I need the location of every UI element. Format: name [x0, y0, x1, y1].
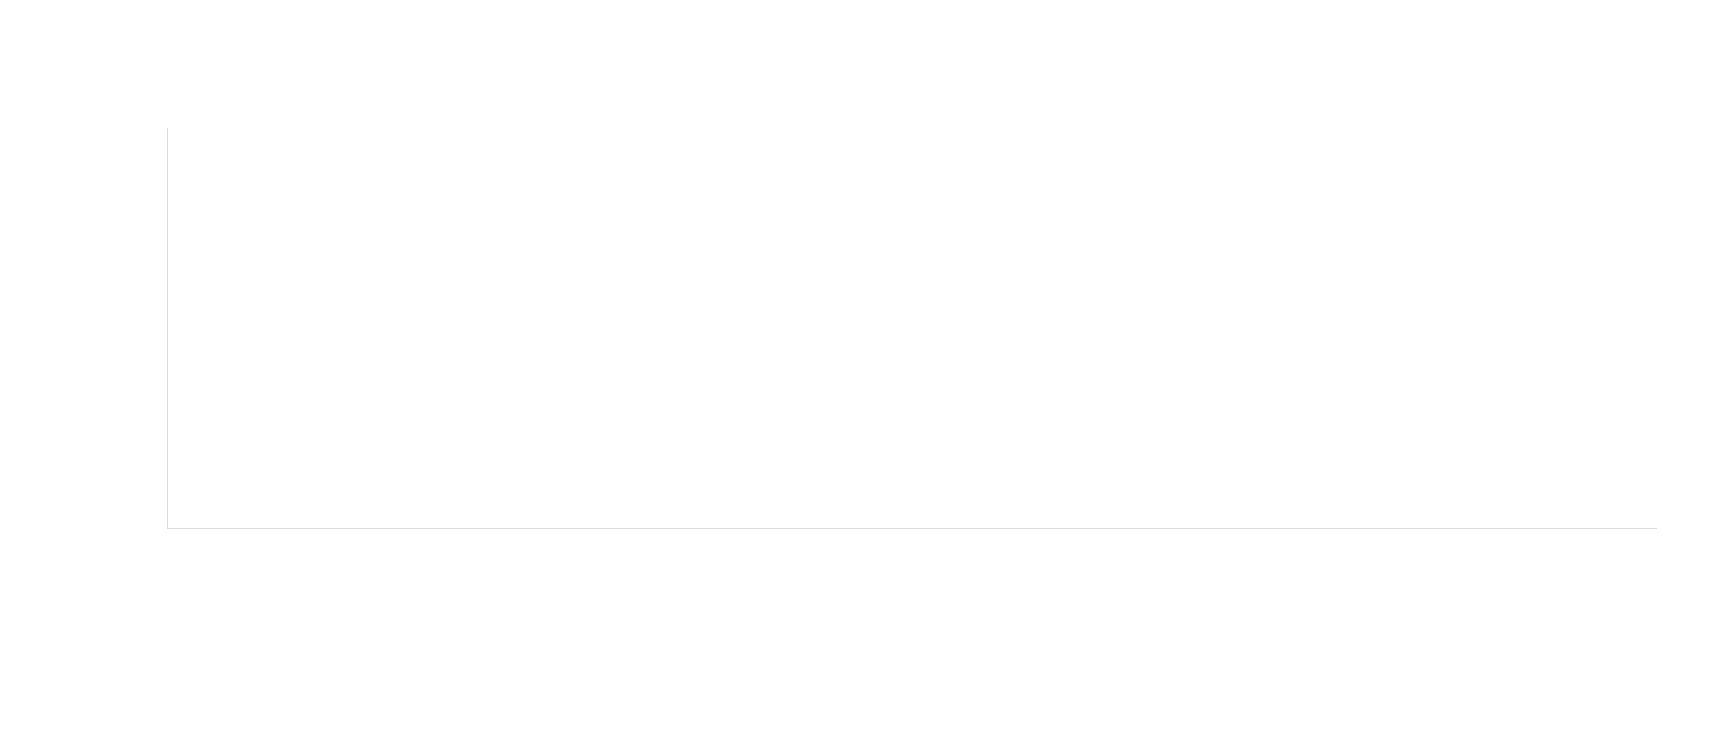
- price-line-svg[interactable]: [167, 115, 1659, 533]
- price-chart[interactable]: [0, 0, 1733, 620]
